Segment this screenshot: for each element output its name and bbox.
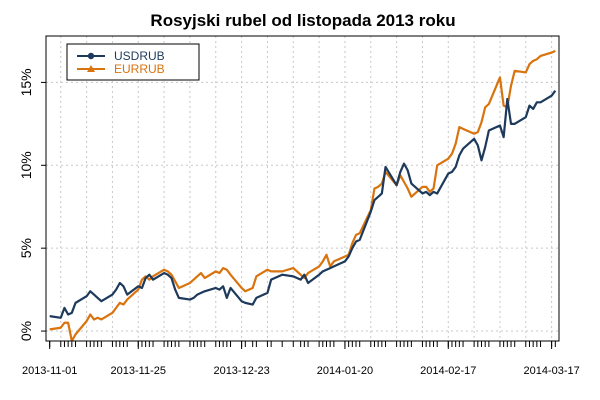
legend-marker-triangle: [87, 65, 95, 72]
series-line-usdrub: [49, 90, 557, 319]
y-tick-label: 15%: [18, 68, 34, 96]
y-tick-label: 10%: [18, 151, 34, 179]
y-tick-label: 5%: [18, 238, 34, 258]
x-tick-label: 2014-01-20: [317, 365, 373, 377]
x-tick-label: 2013-11-25: [111, 365, 166, 377]
x-tick-label: 2014-03-17: [523, 365, 579, 377]
y-axis: 0% 5% 10% 15%: [18, 68, 46, 341]
series-line-eurrub: [49, 49, 556, 343]
x-tick-label: 2013-12-23: [213, 365, 269, 377]
legend-label-eurrub: EURRUB: [114, 62, 165, 76]
chart-title: Rosyjski rubel od listopada 2013 roku: [150, 11, 455, 30]
legend-box: [66, 43, 200, 81]
x-tick-label: 2013-11-01: [22, 365, 77, 377]
grid: [46, 36, 559, 341]
x-axis: 2013-11-01 2013-11-25 2013-12-23 2014-01-20…: [22, 341, 580, 377]
y-tick-label: 0%: [18, 321, 34, 341]
legend-label-usdrub: USDRUB: [114, 49, 165, 63]
series-layer: [49, 49, 557, 343]
x-tick-label: 2014-02-17: [420, 365, 476, 377]
plot-frame: [45, 35, 560, 342]
legend-marker-circle: [87, 52, 95, 60]
